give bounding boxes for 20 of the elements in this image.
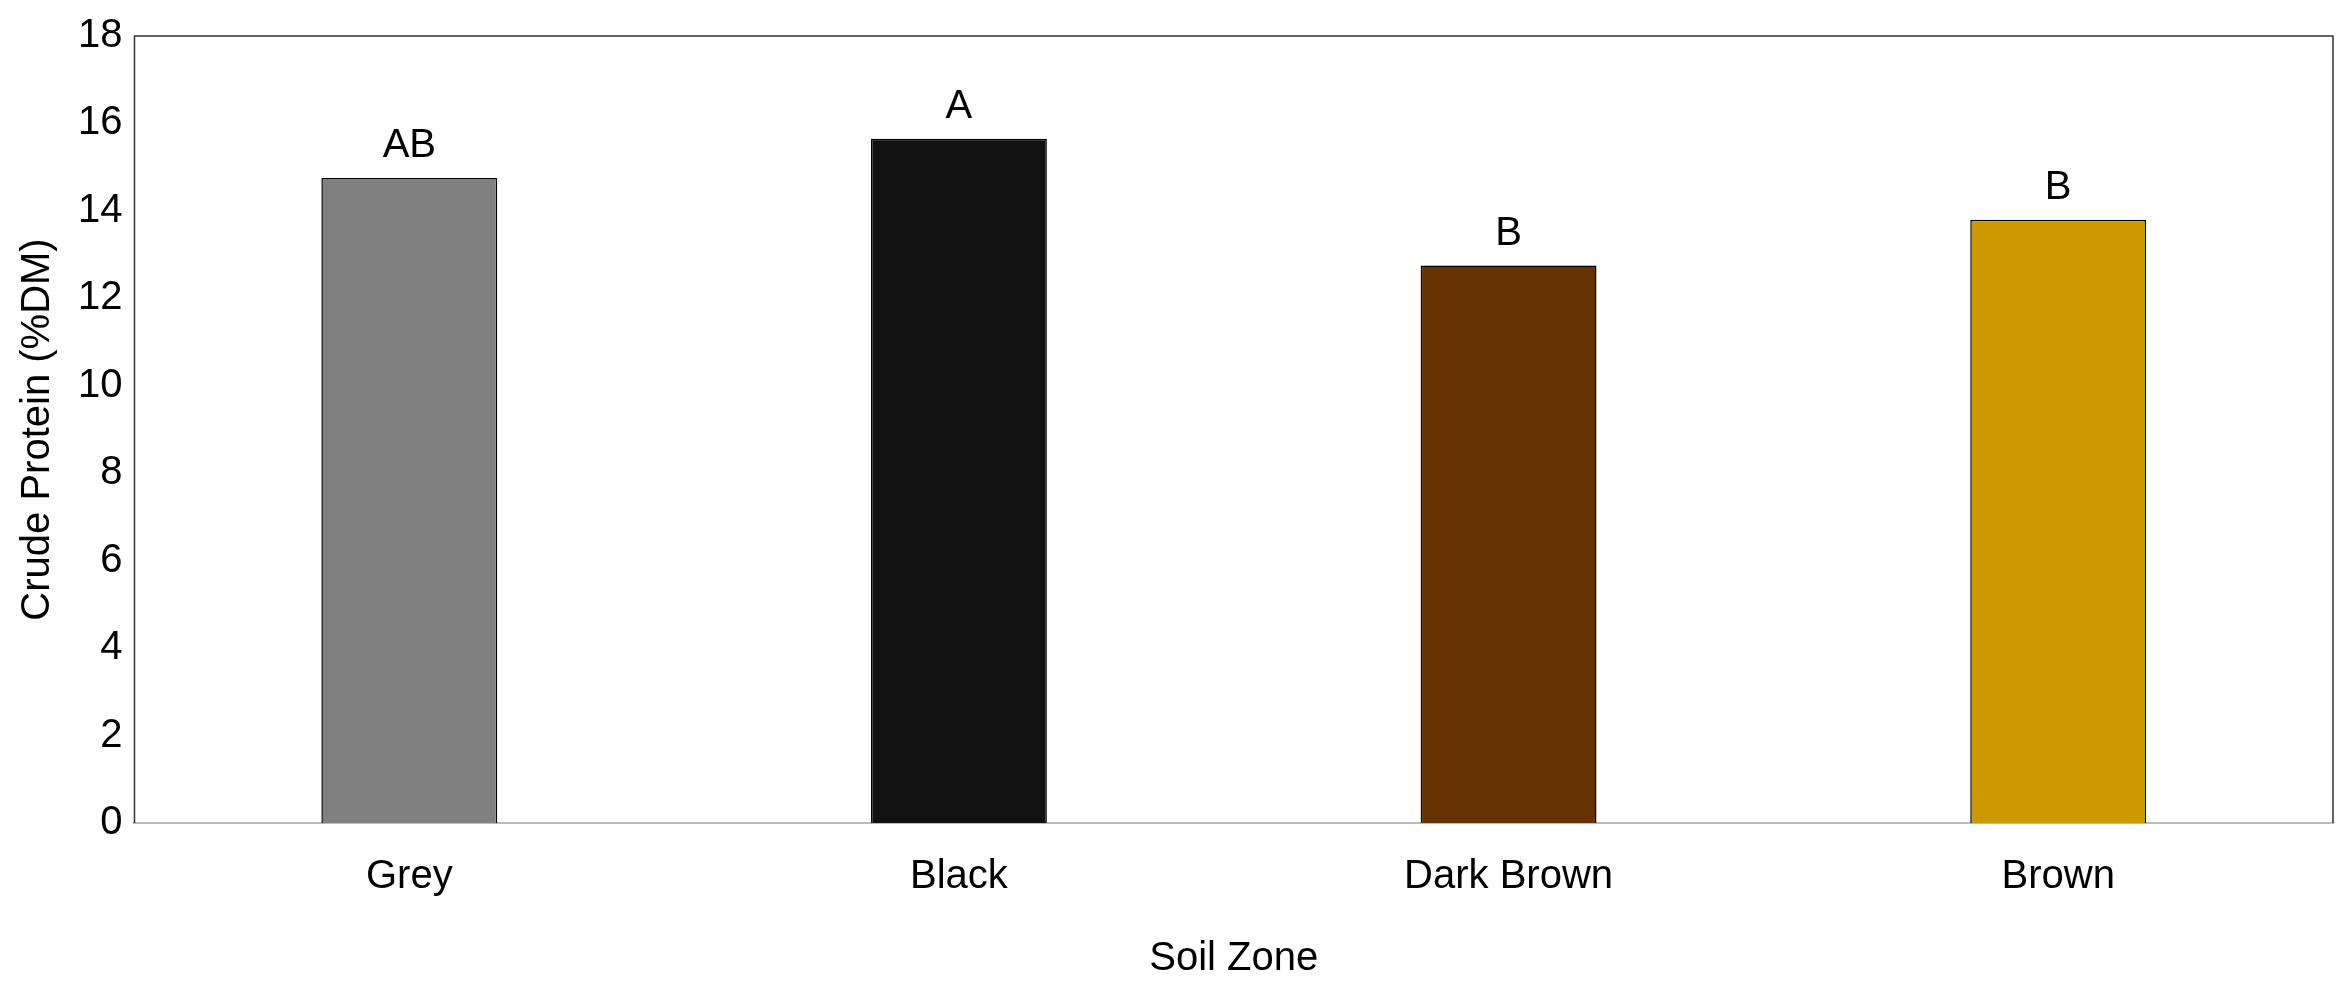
x-tick-label: Dark Brown <box>1404 852 1614 897</box>
y-axis-title: Crude Protein (%DM) <box>13 238 58 621</box>
y-tick-label: 8 <box>100 448 123 493</box>
y-tick-label: 4 <box>100 623 123 668</box>
y-tick-label: 2 <box>100 710 123 755</box>
x-tick-label: Black <box>910 852 1009 897</box>
y-tick-label: 16 <box>77 98 123 143</box>
y-tick-label: 18 <box>77 11 123 56</box>
annotation: B <box>1495 208 1522 253</box>
y-tick-label: 6 <box>100 535 123 580</box>
annotation: A <box>945 81 973 126</box>
annotation: B <box>2044 162 2072 207</box>
x-tick-label: Grey <box>365 852 453 897</box>
x-tick-label: Brown <box>2001 852 2115 897</box>
y-tick-label: 14 <box>77 185 123 230</box>
x-axis-title: Soil Zone <box>1149 934 1319 979</box>
y-tick-label: 0 <box>100 798 123 843</box>
y-tick-label: 12 <box>77 273 123 318</box>
y-tick-label: 10 <box>77 360 123 405</box>
annotation: AB <box>382 121 436 166</box>
